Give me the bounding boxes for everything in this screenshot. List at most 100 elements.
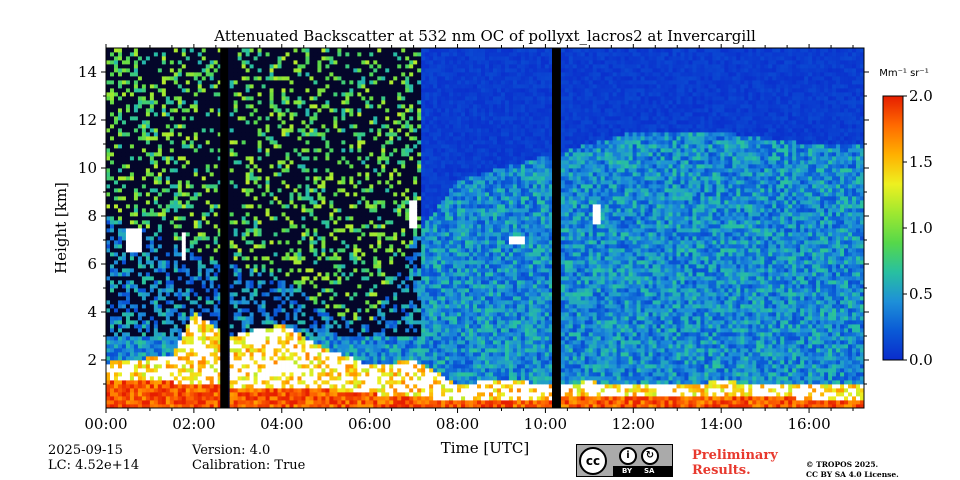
heatmap-cell xyxy=(281,276,286,281)
heatmap-cell xyxy=(269,320,274,325)
heatmap-cell xyxy=(325,60,330,65)
heatmap-cell xyxy=(177,248,183,253)
heatmap-cell xyxy=(113,232,119,237)
heatmap-cell xyxy=(205,272,211,277)
heatmap-cell xyxy=(265,92,270,97)
heatmap-cell xyxy=(217,116,223,121)
heatmap-cell xyxy=(165,124,171,129)
heatmap-cell xyxy=(305,232,310,237)
heatmap-cell xyxy=(106,108,111,113)
heatmap-cell xyxy=(201,104,207,109)
heatmap-cell xyxy=(141,224,147,229)
heatmap-cell xyxy=(149,284,155,289)
heatmap-cell xyxy=(173,324,179,329)
heatmap-cell xyxy=(125,160,131,165)
heatmap-cell xyxy=(173,112,179,117)
heatmap-cell xyxy=(129,88,135,93)
heatmap-cell xyxy=(165,104,171,109)
heatmap-cell xyxy=(145,152,151,157)
heatmap-cell xyxy=(201,336,207,341)
heatmap-cell xyxy=(125,360,131,365)
heatmap-cell xyxy=(245,100,251,105)
heatmap-cell xyxy=(149,96,155,101)
heatmap-cell xyxy=(197,156,203,161)
heatmap-cell xyxy=(277,280,282,285)
heatmap-cell xyxy=(185,364,191,369)
heatmap-cell xyxy=(257,136,262,141)
heatmap-cell xyxy=(165,88,171,93)
heatmap-cell xyxy=(193,252,199,257)
heatmap-cell xyxy=(249,196,255,201)
heatmap-cell xyxy=(313,348,318,353)
heatmap-cell xyxy=(277,80,282,85)
heatmap-cell xyxy=(321,84,326,89)
heatmap-cell xyxy=(229,396,235,401)
heatmap-cell xyxy=(197,256,203,261)
heatmap-cell xyxy=(153,212,159,217)
heatmap-cell xyxy=(229,184,235,189)
heatmap-cell xyxy=(293,240,298,245)
heatmap-cell xyxy=(141,240,147,245)
heatmap-cell xyxy=(229,216,235,221)
heatmap-cell xyxy=(133,88,139,93)
heatmap-cell xyxy=(333,284,338,289)
heatmap-cell xyxy=(329,224,334,229)
heatmap-cell xyxy=(141,200,147,205)
heatmap-cell xyxy=(181,124,187,129)
heatmap-cell xyxy=(257,96,262,101)
heatmap-cell xyxy=(297,372,302,377)
heatmap-cell xyxy=(253,104,258,109)
heatmap-cell xyxy=(281,164,286,169)
heatmap-cell xyxy=(321,88,326,93)
heatmap-cell xyxy=(293,104,298,109)
heatmap-cell xyxy=(157,196,163,201)
heatmap-cell xyxy=(201,92,207,97)
heatmap-cell xyxy=(129,308,135,313)
heatmap-cell xyxy=(157,336,163,341)
heatmap-cell xyxy=(317,352,322,357)
heatmap-cell xyxy=(117,372,123,377)
heatmap-cell xyxy=(297,240,302,245)
heatmap-cell xyxy=(109,48,115,53)
heatmap-cell xyxy=(309,220,314,225)
heatmap-cell xyxy=(253,128,258,133)
heatmap-cell xyxy=(177,392,183,397)
heatmap-cell xyxy=(329,244,334,249)
heatmap-cell xyxy=(173,392,179,397)
heatmap-cell xyxy=(153,312,159,317)
heatmap-cell xyxy=(249,124,255,129)
heatmap-cell xyxy=(305,108,310,113)
heatmap-cell xyxy=(205,264,211,269)
heatmap-cell xyxy=(269,192,274,197)
heatmap-cell xyxy=(281,352,286,357)
heatmap-cell xyxy=(301,164,306,169)
heatmap-cell xyxy=(161,148,167,153)
heatmap-cell xyxy=(229,308,235,313)
heatmap-cell xyxy=(189,132,195,137)
heatmap-cell xyxy=(125,236,131,241)
heatmap-cell xyxy=(241,304,247,309)
heatmap-cell xyxy=(106,232,111,237)
heatmap-cell xyxy=(249,252,255,257)
heatmap-cell xyxy=(106,356,111,361)
heatmap-cell xyxy=(309,388,314,393)
heatmap-cell xyxy=(325,208,330,213)
heatmap-cell xyxy=(149,52,155,57)
heatmap-cell xyxy=(281,256,286,261)
heatmap-cell xyxy=(189,264,195,269)
heatmap-cell xyxy=(305,292,310,297)
heatmap-cell xyxy=(125,368,131,373)
heatmap-cell xyxy=(297,76,302,81)
heatmap-cell xyxy=(145,372,151,377)
heatmap-cell xyxy=(113,276,119,281)
heatmap-cell xyxy=(125,372,131,377)
heatmap-cell xyxy=(169,352,175,357)
heatmap-cell xyxy=(213,64,219,69)
heatmap-cell xyxy=(273,332,278,337)
heatmap-cell xyxy=(257,400,262,405)
heatmap-cell xyxy=(109,256,115,261)
heatmap-cell xyxy=(313,320,318,325)
heatmap-cell xyxy=(157,352,163,357)
heatmap-cell xyxy=(177,380,183,385)
heatmap-cell xyxy=(229,360,235,365)
